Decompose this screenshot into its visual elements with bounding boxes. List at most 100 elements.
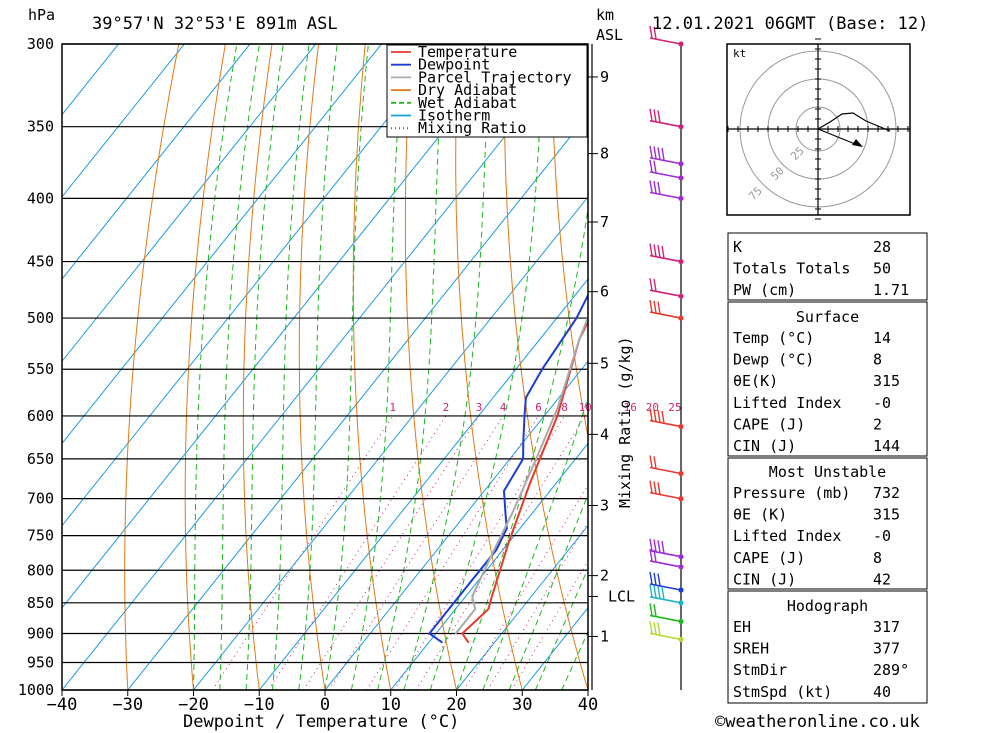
hodograph-table-box	[727, 590, 928, 704]
isotherm-line	[62, 44, 251, 280]
wind-barb-feather	[661, 410, 665, 424]
parcel-trajectory-point	[670, 52, 672, 54]
wind-barb-feather	[649, 159, 653, 172]
height-axis: km ASL 9 8 7 6 5 4 3 2 LCL 1	[588, 6, 635, 690]
wind-barb-feather	[661, 540, 665, 554]
hodograph-table-label: StmSpd (kt)	[733, 683, 832, 701]
location-title: 39°57'N 32°53'E 891m ASL	[92, 14, 338, 34]
pressure-tick-label: 500	[27, 309, 54, 327]
wind-barb-feather	[657, 573, 661, 586]
isotherm-line	[62, 44, 120, 116]
parcel-trajectory-point	[511, 512, 513, 515]
wet-adiabat-line	[377, 44, 445, 690]
surface-value: 144	[873, 437, 900, 455]
wind-barb-shaft	[649, 171, 682, 179]
surface-title: Surface	[796, 308, 859, 326]
dewpoint-point	[575, 317, 578, 319]
temperature-point	[556, 415, 559, 417]
parcel-trajectory-point	[535, 458, 537, 460]
most-unstable-value: 8	[873, 549, 882, 567]
wind-barb-shaft	[649, 311, 682, 319]
wind-level-dot	[678, 496, 684, 502]
wind-level-dot	[678, 161, 684, 167]
wind-barb-feather	[649, 548, 653, 562]
temperature-point	[663, 126, 665, 128]
pressure-tick-label: 600	[27, 407, 54, 425]
wet-adiabat-line	[324, 44, 369, 690]
wind-level-dot	[678, 315, 684, 321]
wind-level-dot	[678, 423, 684, 430]
wind-level-dot	[678, 554, 684, 560]
km-tick-label: 4	[600, 425, 609, 443]
dewpoint-point	[506, 527, 508, 530]
wind-barb-feather	[649, 603, 653, 616]
most-unstable-value: 732	[873, 484, 900, 502]
hodograph-table-title: Hodograph	[787, 597, 868, 615]
wind-level-dot	[678, 258, 684, 265]
wind-barb-shaft	[649, 37, 682, 45]
wind-level-dot	[678, 470, 684, 477]
mixing-ratio-label: 20	[646, 401, 659, 414]
wind-barb-feather	[649, 584, 653, 597]
wind-barb-feather	[653, 549, 657, 562]
wind-barb-feather	[653, 409, 657, 422]
dewpoint-point	[669, 110, 671, 112]
hodograph-table-value: 40	[873, 683, 891, 701]
mixing-ratio-line	[211, 415, 394, 690]
wet-adiabat-line	[456, 205, 588, 690]
km-tick-label: 3	[600, 496, 609, 514]
dewpoint-point	[428, 632, 431, 635]
surface-label: CIN (J)	[733, 437, 796, 455]
km-tick-label: 1	[600, 627, 609, 645]
temperature-point	[487, 608, 490, 610]
parcel-trajectory-point	[490, 555, 492, 558]
parcel-trajectory-point	[474, 608, 477, 610]
dewpoint-point	[598, 273, 600, 275]
mixing-ratio-line	[393, 415, 565, 690]
dewpoint-point	[441, 641, 443, 644]
wind-barb-shaft	[649, 549, 682, 558]
wind-barb-feather	[657, 482, 661, 495]
wind-barb-feather	[657, 540, 661, 553]
wind-barb-shaft	[649, 560, 682, 568]
temperature-point	[529, 482, 531, 484]
temperature-point	[491, 595, 493, 598]
temp-tick-label: 40	[578, 695, 598, 715]
wind-barb-feather	[649, 145, 653, 158]
wind-barb-feather	[653, 539, 657, 552]
wind-barb-shaft	[649, 191, 682, 200]
hpa-label: hPa	[28, 6, 55, 24]
surface-label: Temp (°C)	[733, 329, 814, 347]
wind-barb-shaft	[649, 491, 682, 500]
index-label: K	[733, 238, 742, 256]
parcel-trajectory-point	[662, 78, 664, 80]
pressure-tick-label: 550	[27, 360, 54, 378]
wind-barb-feather	[653, 481, 657, 494]
most-unstable-box	[727, 457, 928, 590]
surface-value: 315	[873, 372, 900, 390]
wind-barb-feather	[653, 604, 657, 617]
wet-adiabat-line	[271, 44, 310, 690]
legend-box	[386, 44, 588, 138]
isotherm-line	[192, 196, 588, 690]
legend-label: Dry Adiabat	[418, 81, 517, 99]
km-label: km	[596, 6, 614, 24]
km-tick-label: LCL	[608, 587, 635, 605]
pressure-tick-label: 450	[27, 253, 54, 271]
pressure-tick-label: 300	[27, 35, 54, 53]
x-axis-title: Dewpoint / Temperature (°C)	[183, 712, 459, 732]
plot-frame	[61, 43, 589, 691]
isotherm-line	[258, 278, 588, 690]
wind-barb-feather	[653, 300, 657, 314]
mixing-ratio-label: 4	[500, 401, 507, 414]
wind-barb-shaft	[649, 289, 682, 297]
dry-adiabat-line	[951, 0, 1000, 716]
pressure-tick-label: 950	[27, 653, 54, 671]
surface-value: 2	[873, 415, 882, 433]
hodograph-unit: kt	[733, 47, 746, 60]
wind-barb-shaft	[649, 583, 682, 591]
wind-barb-feather	[649, 571, 653, 585]
index-value: 1.71	[873, 281, 909, 299]
